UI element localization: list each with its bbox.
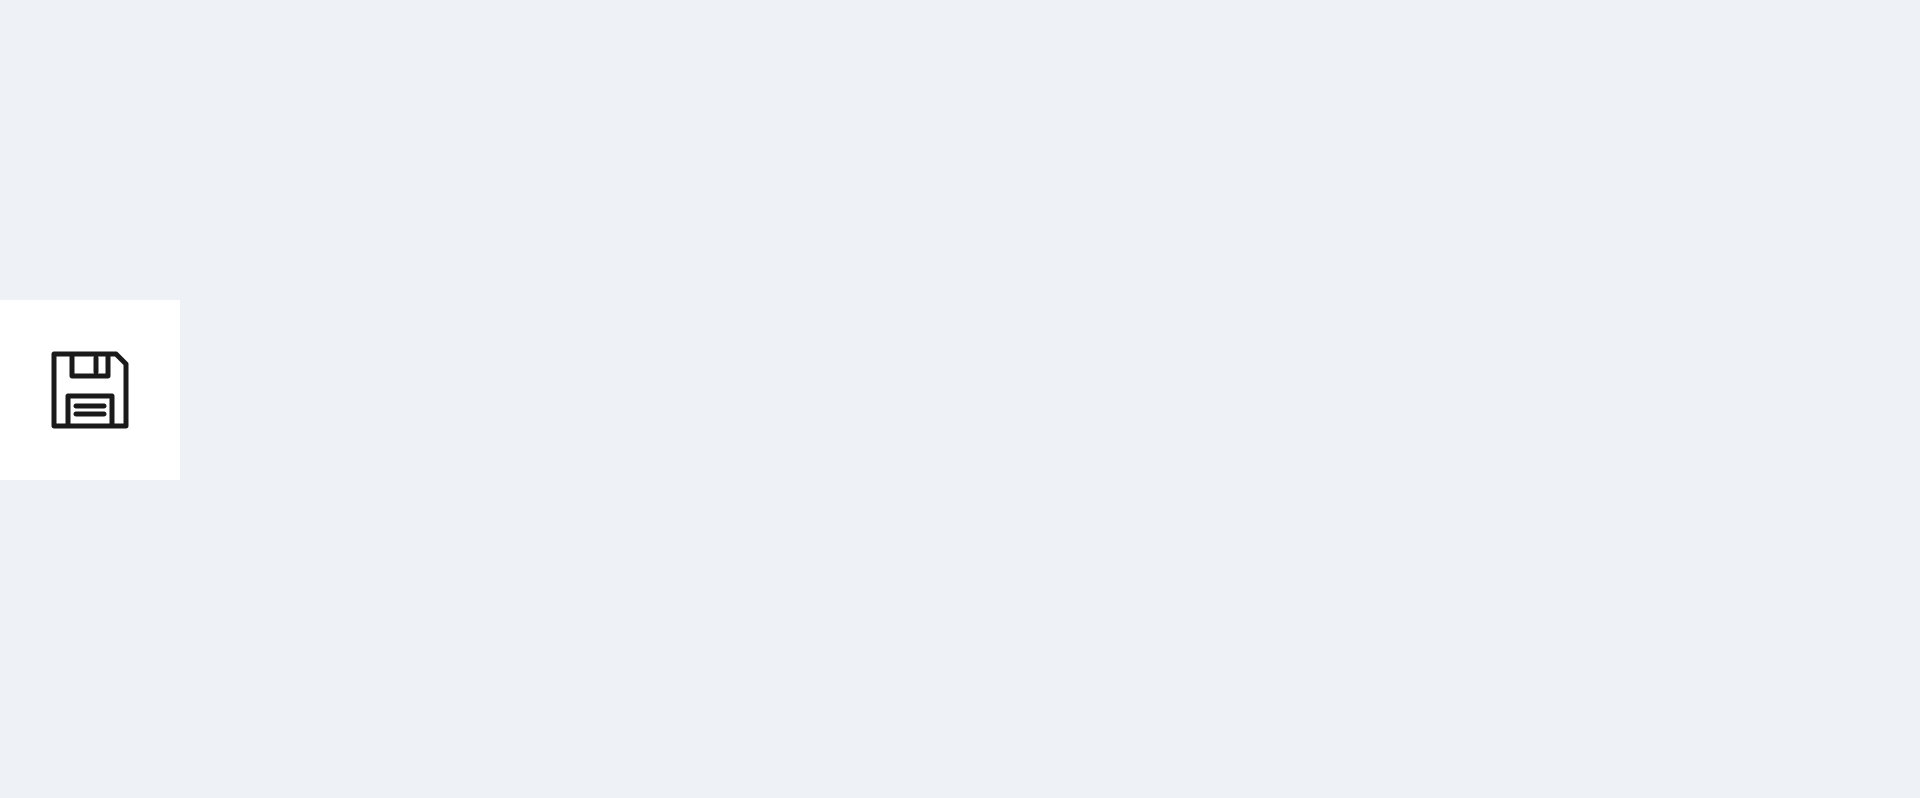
header: [0, 0, 1920, 69]
underline-bar: [861, 64, 919, 69]
icon-card: [0, 300, 180, 480]
underline-bar: [1001, 64, 1059, 69]
wave-path: [0, 300, 1920, 780]
underline-bar: [931, 64, 989, 69]
underline-bar: [1071, 64, 1129, 69]
underline-bar: [791, 64, 849, 69]
icon-stage: [0, 300, 1920, 780]
floppy-disk-icon: [40, 340, 140, 440]
brand-underline: [0, 64, 1920, 69]
